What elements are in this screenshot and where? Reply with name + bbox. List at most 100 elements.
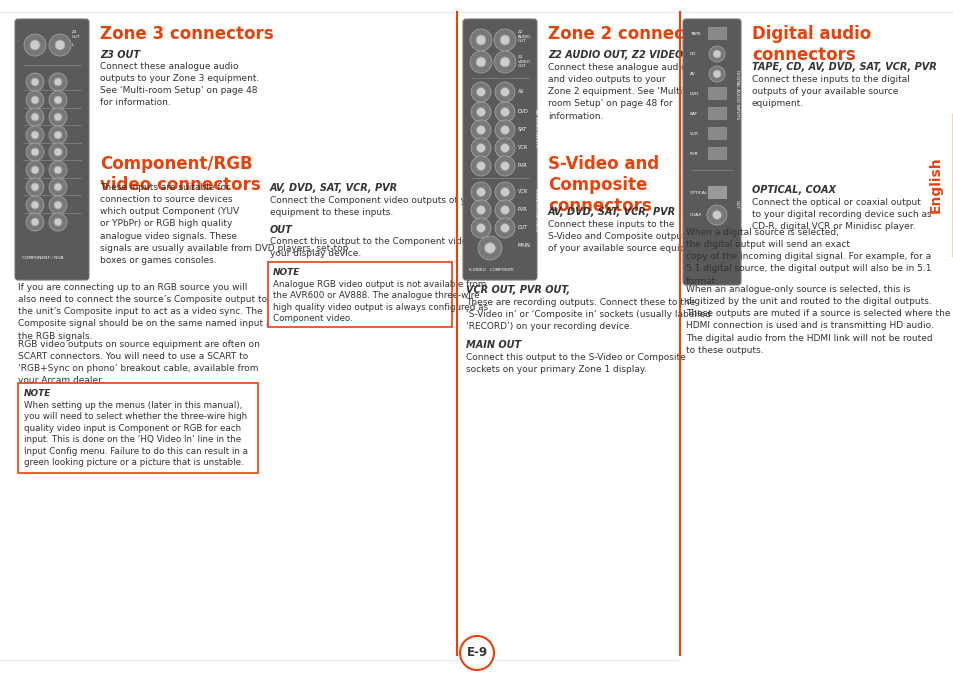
Circle shape (712, 70, 720, 78)
Circle shape (500, 223, 509, 232)
Circle shape (500, 88, 509, 97)
Circle shape (495, 218, 515, 238)
Text: E-9: E-9 (466, 647, 487, 659)
Circle shape (471, 156, 491, 176)
Text: OUT: OUT (517, 225, 528, 230)
Text: Zone 2 connectors: Zone 2 connectors (547, 25, 720, 43)
Bar (707, 127, 725, 139)
Circle shape (471, 200, 491, 220)
Text: Z2 AUDIO OUT, Z2 VIDEO OUT: Z2 AUDIO OUT, Z2 VIDEO OUT (547, 50, 709, 60)
Circle shape (49, 178, 67, 196)
Text: These inputs are suitable for
connection to source devices
which output Componen: These inputs are suitable for connection… (100, 183, 348, 265)
Bar (268, 262, 452, 327)
Circle shape (54, 113, 62, 121)
Text: DVD: DVD (517, 109, 528, 114)
Text: Connect the Component video outputs of your source
equipment to these inputs.: Connect the Component video outputs of y… (270, 196, 514, 217)
Text: PVR: PVR (689, 152, 698, 156)
Circle shape (49, 143, 67, 161)
Circle shape (471, 102, 491, 122)
Circle shape (476, 126, 485, 134)
Circle shape (26, 108, 44, 126)
Circle shape (26, 143, 44, 161)
Circle shape (495, 182, 515, 202)
Circle shape (495, 156, 515, 176)
Circle shape (30, 166, 39, 174)
Circle shape (30, 148, 39, 156)
Circle shape (49, 108, 67, 126)
Text: AV: AV (517, 89, 524, 94)
Circle shape (26, 126, 44, 144)
Circle shape (30, 78, 39, 86)
Circle shape (49, 91, 67, 109)
Circle shape (24, 34, 46, 56)
Bar (18, 383, 257, 473)
Text: When setting up the menus (later in this manual),
you will need to select whethe: When setting up the menus (later in this… (24, 401, 248, 467)
Text: TAPE, CD, AV, DVD, SAT, VCR, PVR: TAPE, CD, AV, DVD, SAT, VCR, PVR (751, 62, 936, 72)
Circle shape (54, 218, 62, 226)
Circle shape (49, 34, 71, 56)
Text: OPTICAL: OPTICAL (689, 191, 707, 195)
Circle shape (484, 242, 495, 254)
Circle shape (30, 201, 39, 209)
Circle shape (30, 113, 39, 121)
Circle shape (476, 188, 485, 196)
Circle shape (476, 205, 485, 215)
Text: COMPONENT / RGB: COMPONENT / RGB (22, 256, 64, 260)
Circle shape (495, 200, 515, 220)
Text: VCR OUT, PVR OUT,: VCR OUT, PVR OUT, (465, 285, 570, 295)
Circle shape (26, 178, 44, 196)
Circle shape (476, 35, 485, 45)
Circle shape (26, 196, 44, 214)
Circle shape (26, 213, 44, 231)
Circle shape (477, 236, 501, 260)
Text: TAPE: TAPE (689, 32, 700, 36)
Text: L: L (71, 43, 74, 47)
Circle shape (708, 66, 724, 82)
Circle shape (30, 131, 39, 139)
Circle shape (30, 183, 39, 191)
Text: SAT: SAT (517, 127, 527, 132)
Text: AV: AV (689, 72, 695, 76)
Circle shape (471, 120, 491, 140)
Text: If you are connecting up to an RGB source you will
also need to connect the sour: If you are connecting up to an RGB sourc… (18, 283, 275, 341)
Circle shape (49, 126, 67, 144)
Bar (707, 107, 725, 119)
Circle shape (54, 148, 62, 156)
Circle shape (476, 88, 485, 97)
Circle shape (500, 205, 509, 215)
Circle shape (708, 46, 724, 62)
Text: NOTE: NOTE (273, 268, 300, 277)
Circle shape (476, 223, 485, 232)
Circle shape (470, 29, 492, 51)
Text: Z3
OUT: Z3 OUT (71, 30, 81, 38)
Circle shape (500, 144, 509, 153)
Text: S-VIDEO/COMPOSITE: S-VIDEO/COMPOSITE (534, 188, 537, 232)
Text: Connect this output to the Component video input of
your display device.: Connect this output to the Component vid… (270, 237, 511, 258)
Circle shape (54, 96, 62, 104)
Circle shape (500, 107, 509, 117)
Circle shape (471, 138, 491, 158)
Circle shape (712, 211, 720, 219)
Circle shape (30, 218, 39, 226)
Circle shape (471, 218, 491, 238)
Circle shape (471, 182, 491, 202)
Text: VCR: VCR (517, 189, 528, 194)
Text: AV VIDEO INPUTS: AV VIDEO INPUTS (534, 109, 537, 147)
Circle shape (706, 205, 726, 225)
Text: Z2
AUDIO
OUT: Z2 AUDIO OUT (517, 30, 531, 43)
Text: Z3 OUT: Z3 OUT (100, 50, 140, 60)
Text: OUT: OUT (270, 225, 293, 235)
Circle shape (54, 131, 62, 139)
Circle shape (494, 51, 516, 73)
Text: SAT: SAT (689, 112, 698, 116)
Circle shape (495, 138, 515, 158)
Circle shape (54, 183, 62, 191)
Circle shape (476, 57, 485, 67)
Text: Connect these inputs to the digital
outputs of your available source
equipment.: Connect these inputs to the digital outp… (751, 75, 909, 108)
Circle shape (55, 40, 65, 50)
Circle shape (495, 120, 515, 140)
Circle shape (500, 161, 509, 171)
Text: S-Video and
Composite
connectors: S-Video and Composite connectors (547, 155, 659, 215)
Text: PVR: PVR (517, 207, 527, 212)
Circle shape (54, 166, 62, 174)
